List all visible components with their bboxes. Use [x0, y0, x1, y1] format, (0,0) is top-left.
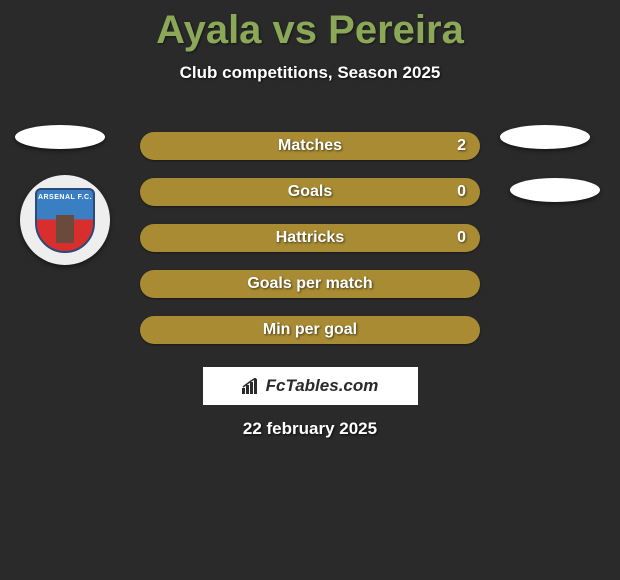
date-text: 22 february 2025: [0, 419, 620, 439]
stat-row: Hattricks 0: [0, 215, 620, 261]
stat-row: Goals 0: [0, 169, 620, 215]
stat-bar-goals: Goals 0: [140, 178, 480, 206]
stat-row: Matches 2: [0, 123, 620, 169]
watermark[interactable]: FcTables.com: [203, 367, 418, 405]
stat-row: Min per goal: [0, 307, 620, 353]
stat-bar-min-per-goal: Min per goal: [140, 316, 480, 344]
stat-label: Goals per match: [247, 275, 372, 293]
stat-bar-goals-per-match: Goals per match: [140, 270, 480, 298]
stat-value: 2: [457, 137, 466, 155]
watermark-text: FcTables.com: [266, 376, 379, 396]
stat-row: Goals per match: [0, 261, 620, 307]
stat-label: Goals: [288, 183, 332, 201]
stat-value: 0: [457, 183, 466, 201]
chart-icon: [242, 378, 262, 394]
stat-bar-matches: Matches 2: [140, 132, 480, 160]
stat-label: Hattricks: [276, 229, 344, 247]
stats-container: Matches 2 Goals 0 Hattricks 0 Goals per …: [0, 123, 620, 353]
stat-label: Min per goal: [263, 321, 357, 339]
stat-label: Matches: [278, 137, 342, 155]
subtitle: Club competitions, Season 2025: [0, 63, 620, 83]
stat-bar-hattricks: Hattricks 0: [140, 224, 480, 252]
page-title: Ayala vs Pereira: [0, 0, 620, 53]
stat-value: 0: [457, 229, 466, 247]
